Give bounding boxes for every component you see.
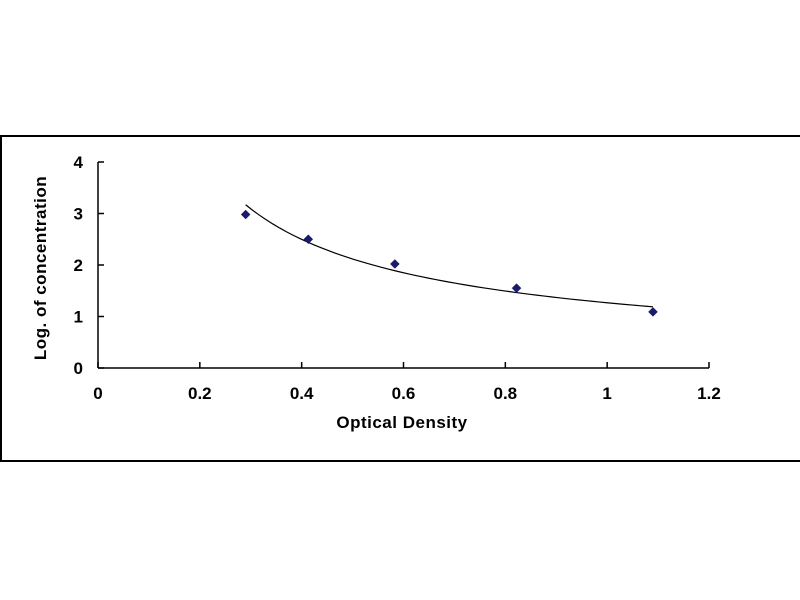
y-tick-label: 4 — [74, 153, 84, 172]
x-tick-label: 0.6 — [392, 384, 416, 403]
x-axis-title: Optical Density — [336, 413, 467, 432]
data-points — [240, 209, 658, 317]
x-tick-label: 0.8 — [494, 384, 518, 403]
data-point — [389, 259, 400, 269]
x-tick-label: 1 — [602, 384, 611, 403]
data-point — [240, 209, 251, 220]
x-axis-ticks: 0 0.2 0.4 0.6 0.8 1 1.2 — [93, 362, 721, 403]
y-tick-label: 1 — [74, 308, 83, 327]
y-axis-ticks: 0 1 2 3 4 — [74, 153, 104, 378]
chart-border — [0, 135, 800, 462]
x-tick-label: 0.2 — [188, 384, 212, 403]
trendline — [245, 204, 654, 308]
y-tick-label: 0 — [74, 359, 83, 378]
x-tick-label: 0 — [93, 384, 102, 403]
y-axis-title: Log. of concentration — [31, 176, 50, 360]
y-tick-label: 2 — [74, 256, 83, 275]
data-point — [511, 283, 522, 294]
y-tick-label: 3 — [74, 205, 83, 224]
data-point — [303, 234, 314, 245]
data-point — [648, 307, 658, 317]
x-tick-label: 0.4 — [290, 384, 314, 403]
x-tick-label: 1.2 — [697, 384, 721, 403]
